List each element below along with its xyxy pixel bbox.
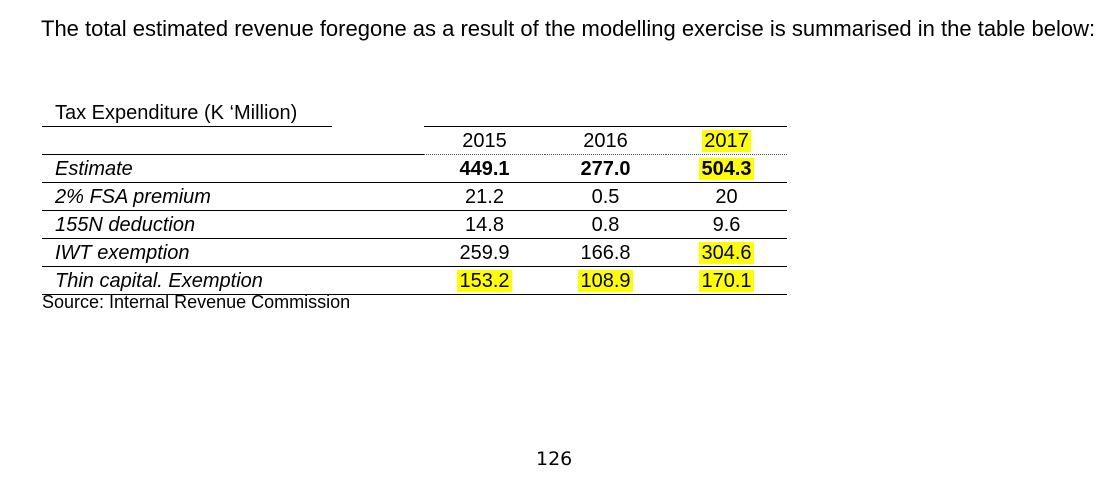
tax-expenditure-table: 2015 2016 2017 Estimate 449.1 277.0 504.… — [42, 126, 787, 295]
cell-value: 166.8 — [545, 238, 666, 267]
cell-value-highlighted: 170.1 — [666, 266, 787, 295]
row-label: Estimate — [42, 154, 424, 183]
cell-value: 259.9 — [424, 238, 545, 267]
cell-value: 21.2 — [424, 182, 545, 211]
table-row: Thin capital. Exemption 153.2 108.9 170.… — [42, 266, 787, 295]
highlight-mark: 170.1 — [699, 270, 754, 292]
year-header-2015: 2015 — [424, 126, 545, 155]
cell-value: 14.8 — [424, 210, 545, 239]
row-label: Thin capital. Exemption — [42, 266, 424, 295]
table-row: IWT exemption 259.9 166.8 304.6 — [42, 238, 787, 267]
highlight-mark: 108.9 — [578, 270, 633, 292]
cell-value: 0.8 — [545, 210, 666, 239]
table-header-row: 2015 2016 2017 — [42, 126, 787, 155]
table-row: 155N deduction 14.8 0.8 9.6 — [42, 210, 787, 239]
cell-value-highlighted: 304.6 — [666, 238, 787, 267]
cell-value-highlighted: 504.3 — [666, 154, 787, 183]
cell-value: 0.5 — [545, 182, 666, 211]
cell-value-highlighted: 153.2 — [424, 266, 545, 295]
year-header-2017: 2017 — [666, 126, 787, 155]
table-caption: Tax Expenditure (K ‘Million) — [55, 102, 298, 124]
page-number: 126 — [536, 448, 573, 470]
cell-value: 9.6 — [666, 210, 787, 239]
intro-paragraph: The total estimated revenue foregone as … — [41, 16, 1096, 41]
year-header-2016: 2016 — [545, 126, 666, 155]
cell-value: 20 — [666, 182, 787, 211]
row-label: 2% FSA premium — [42, 182, 424, 211]
row-label: 155N deduction — [42, 210, 424, 239]
cell-value: 277.0 — [545, 154, 666, 183]
highlight-mark: 504.3 — [699, 158, 754, 180]
highlight-mark: 304.6 — [699, 242, 754, 264]
highlight-mark: 153.2 — [457, 270, 512, 292]
year-header-2017-text: 2017 — [702, 130, 751, 152]
header-blank-cell — [42, 126, 424, 155]
cell-value-highlighted: 108.9 — [545, 266, 666, 295]
table-row: Estimate 449.1 277.0 504.3 — [42, 154, 787, 183]
source-note: Source: Internal Revenue Commission — [42, 292, 351, 312]
table-row: 2% FSA premium 21.2 0.5 20 — [42, 182, 787, 211]
row-label: IWT exemption — [42, 238, 424, 267]
cell-value: 449.1 — [424, 154, 545, 183]
